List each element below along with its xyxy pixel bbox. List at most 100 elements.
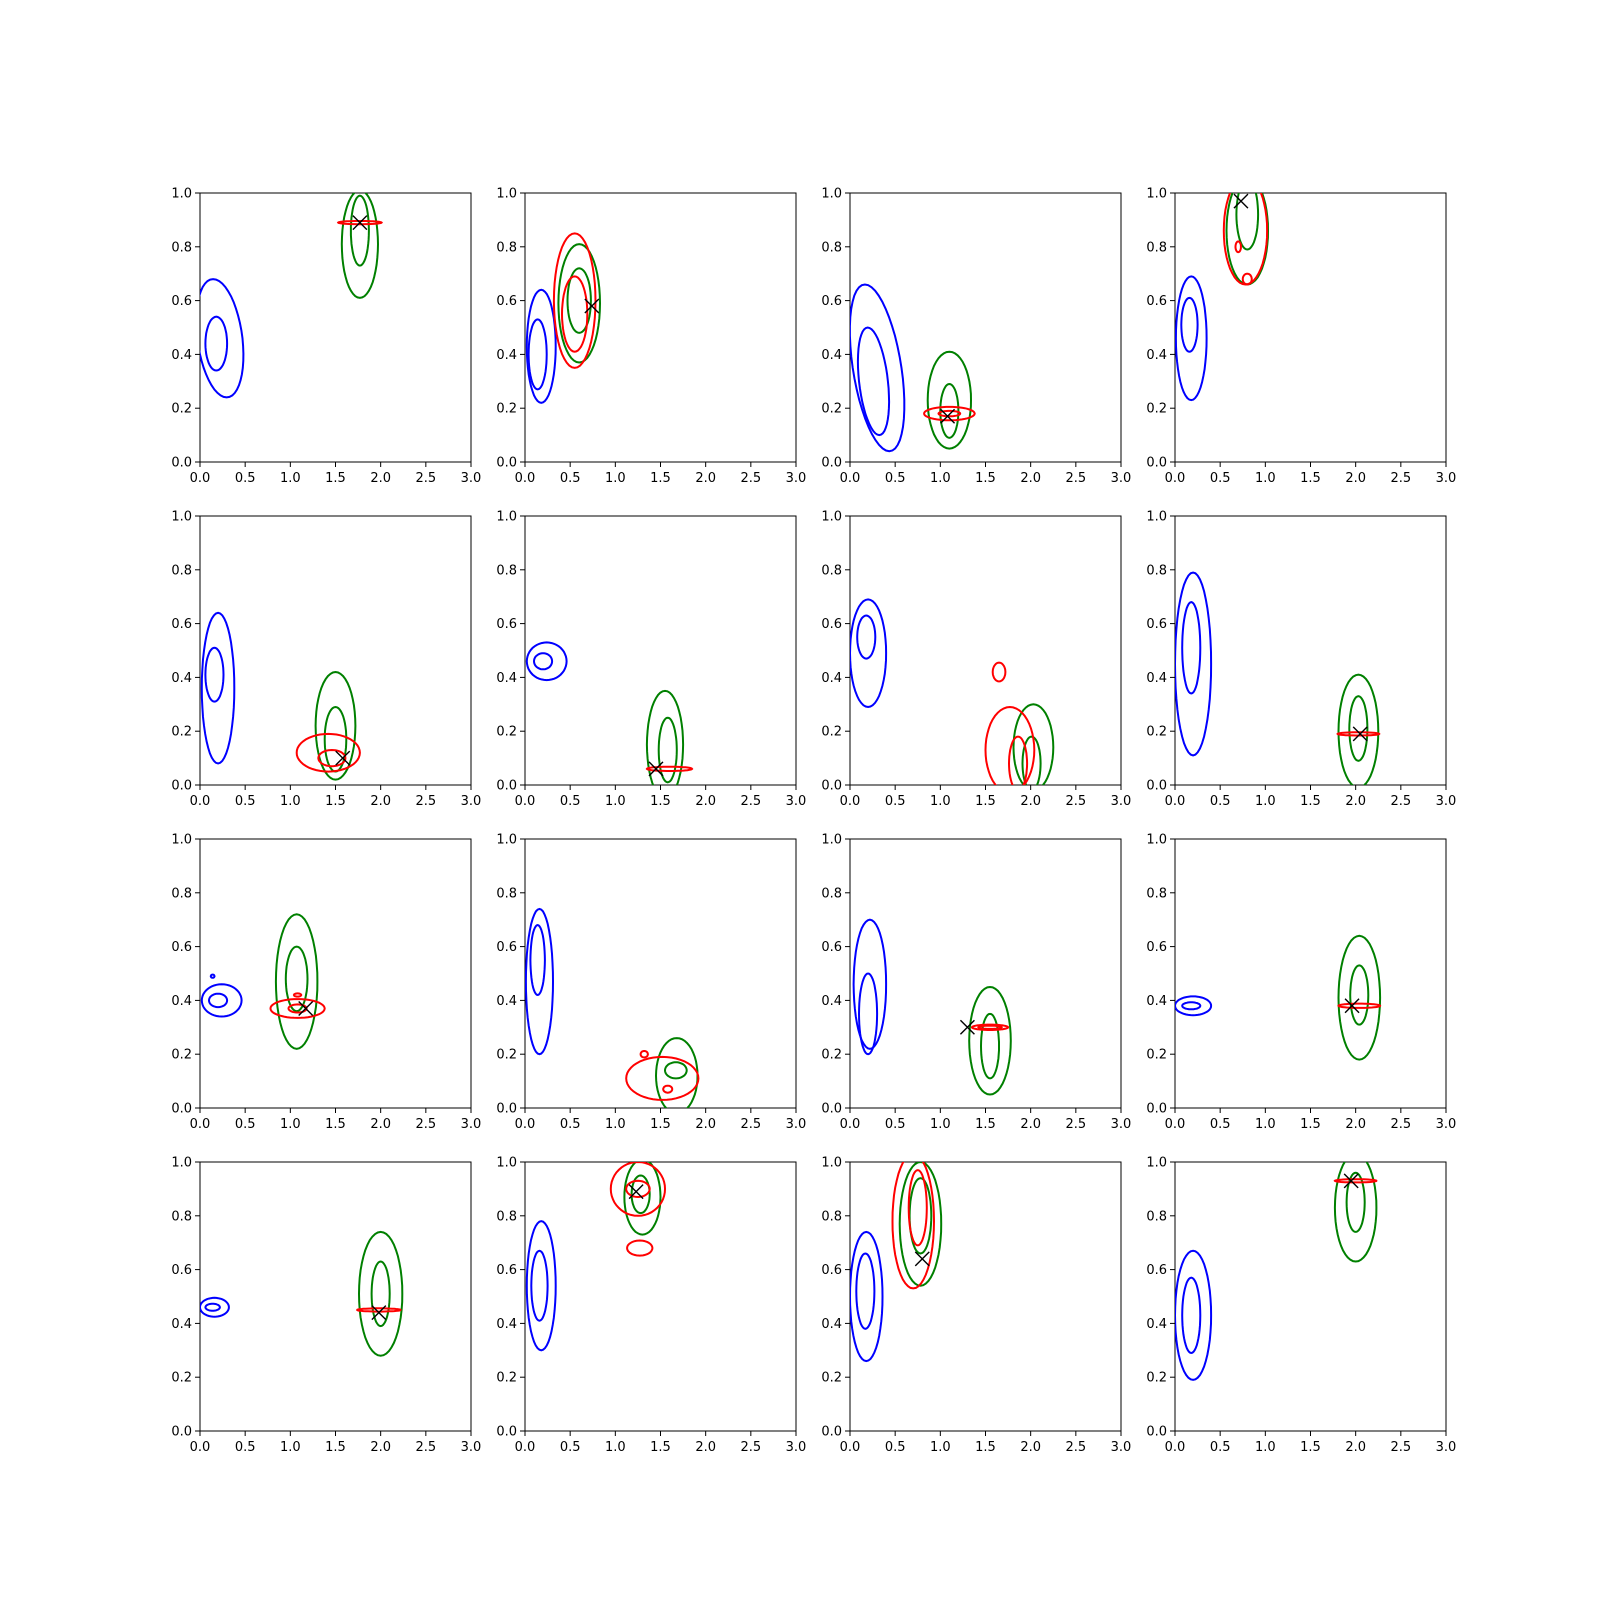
y-tick-label: 0.4 [821, 348, 842, 363]
y-tick-label: 0.8 [171, 886, 192, 901]
x-tick-label: 0.5 [560, 471, 581, 486]
x-tick-label: 1.5 [650, 794, 671, 809]
x-tick-label: 0.0 [190, 794, 211, 809]
contour-layer [200, 1230, 404, 1357]
red-contour-level-2 [907, 1169, 928, 1247]
y-tick-label: 0.2 [171, 725, 192, 740]
red-contour-level-3 [626, 1239, 654, 1257]
x-tick-label: 1.5 [650, 471, 671, 486]
y-tick-label: 0.2 [821, 725, 842, 740]
x-tick-label: 0.5 [560, 1440, 581, 1455]
x-tick-label: 0.5 [1210, 1440, 1231, 1455]
x-tick-label: 1.0 [930, 1440, 951, 1455]
x-tick-label: 2.5 [740, 1117, 761, 1132]
blue-contour-level-2 [204, 315, 229, 372]
y-tick-label: 0.8 [821, 1209, 842, 1224]
y-tick-label: 0.0 [821, 1425, 842, 1440]
axes-frame [524, 515, 797, 786]
red-contour-level-2 [937, 409, 962, 418]
x-tick-label: 2.0 [370, 794, 391, 809]
y-tick-label: 0.4 [496, 671, 517, 686]
subplot-1: 0.0 0.5 1.0 1.5 2.0 2.5 3.0 0.0 0.2 0.4 0.6 0.8 1.0 [171, 187, 481, 487]
contour-layer [1175, 571, 1381, 785]
green-contour-level-1 [314, 670, 357, 781]
x-tick-label: 2.0 [1020, 471, 1041, 486]
y-tick-label: 0.6 [496, 940, 517, 955]
blue-contour-level-2 [204, 646, 225, 703]
x-tick-label: 0.0 [515, 471, 536, 486]
x-tick-label: 1.0 [280, 471, 301, 486]
y-tick-label: 1.0 [496, 1156, 517, 1171]
y-tick-label: 0.6 [821, 1263, 842, 1278]
y-tick-label: 0.8 [1146, 886, 1167, 901]
y-tick-label: 1.0 [821, 1156, 842, 1171]
contour-layer [1175, 934, 1382, 1061]
x-tick-label: 3.0 [786, 794, 807, 809]
green-contour-level-2 [284, 945, 309, 1013]
x-tick-label: 2.0 [1345, 1117, 1366, 1132]
x-tick-label: 1.0 [1255, 1440, 1276, 1455]
x-tick-label: 1.0 [1255, 1117, 1276, 1132]
y-tick-label: 0.0 [496, 779, 517, 794]
x-tick-label: 1.0 [280, 794, 301, 809]
x-tick-label: 0.0 [1165, 794, 1186, 809]
x-tick-label: 3.0 [1436, 794, 1457, 809]
y-tick-label: 0.8 [821, 886, 842, 901]
y-tick-label: 0.2 [1146, 1048, 1167, 1063]
y-tick-label: 0.0 [171, 1425, 192, 1440]
blue-contour-level-1 [852, 918, 888, 1050]
contour-layer [525, 232, 602, 404]
green-contour-level-1 [1012, 703, 1055, 785]
y-tick-label: 0.4 [171, 348, 192, 363]
green-contour-level-1 [654, 1037, 699, 1108]
y-tick-label: 0.8 [496, 563, 517, 578]
subplot-3: 0.0 0.5 1.0 1.5 2.0 2.5 3.0 0.0 0.2 0.4 0.6 0.8 1.0 [821, 187, 1131, 487]
x-tick-label: 1.5 [325, 471, 346, 486]
x-marker [1352, 726, 1368, 742]
x-tick-label: 0.5 [235, 1440, 256, 1455]
y-tick-label: 0.4 [1146, 348, 1167, 363]
y-tick-label: 0.2 [821, 1371, 842, 1386]
y-tick-label: 0.2 [821, 1048, 842, 1063]
x-tick-label: 3.0 [1436, 471, 1457, 486]
x-tick-label: 0.5 [560, 794, 581, 809]
blue-contour-level-1 [525, 1220, 557, 1352]
red-contour-level-2 [1007, 735, 1029, 785]
axes-frame [849, 1161, 1122, 1432]
x-tick-label: 0.0 [840, 1117, 861, 1132]
blue-contour-level-1 [1175, 571, 1213, 757]
x-tick-label: 2.5 [1390, 1117, 1411, 1132]
y-tick-label: 0.8 [171, 1209, 192, 1224]
x-marker [1344, 998, 1360, 1014]
y-tick-label: 0.6 [171, 940, 192, 955]
x-tick-label: 0.0 [1165, 1440, 1186, 1455]
x-marker [940, 408, 956, 424]
x-marker [335, 750, 351, 766]
x-tick-label: 0.5 [1210, 794, 1231, 809]
y-tick-label: 0.2 [171, 402, 192, 417]
x-tick-label: 2.5 [1065, 794, 1086, 809]
blue-contour-level-1 [525, 641, 568, 682]
subplot-10: 0.0 0.5 1.0 1.5 2.0 2.5 3.0 0.0 0.2 0.4 0.6 0.8 1.0 [496, 833, 806, 1133]
axes-frame [1174, 1161, 1447, 1432]
y-tick-label: 0.4 [821, 1317, 842, 1332]
y-tick-label: 1.0 [1146, 1156, 1167, 1171]
blue-contour-level-2 [856, 326, 891, 437]
red-contour-level-1 [552, 232, 597, 369]
blue-contour-level-1 [200, 983, 243, 1018]
y-tick-label: 0.2 [1146, 725, 1167, 740]
y-tick-label: 0.8 [171, 563, 192, 578]
green-contour-level-1 [340, 193, 380, 299]
red-contour-level-1 [970, 1023, 1010, 1031]
y-tick-label: 0.4 [1146, 671, 1167, 686]
subplot-7: 0.0 0.5 1.0 1.5 2.0 2.5 3.0 0.0 0.2 0.4 0.6 0.8 1.0 [821, 510, 1131, 810]
contour-layer [200, 611, 361, 781]
x-tick-label: 1.5 [1300, 794, 1321, 809]
y-tick-label: 0.2 [496, 725, 517, 740]
y-tick-label: 0.6 [821, 940, 842, 955]
blue-contour-level-1 [525, 907, 555, 1056]
x-tick-label: 3.0 [786, 1117, 807, 1132]
y-tick-label: 0.6 [171, 617, 192, 632]
contour-layer [850, 283, 976, 453]
